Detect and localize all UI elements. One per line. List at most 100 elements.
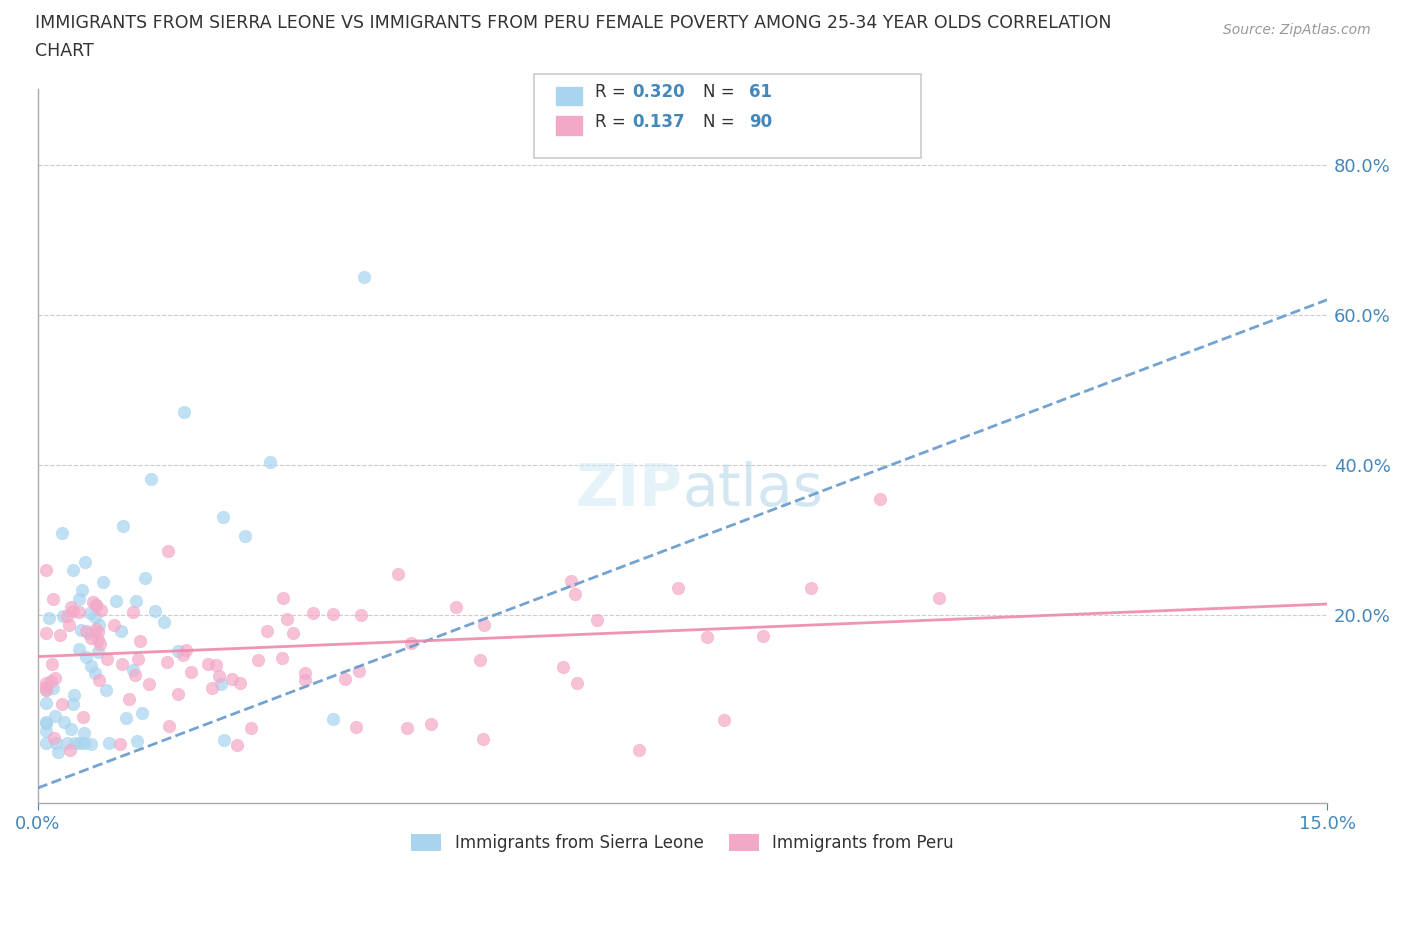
Point [156,544,179,559]
Point [131,705,153,720]
Point [39,673,62,688]
Point [112,519,135,534]
Point [628,743,651,758]
Point [104,593,127,608]
Point [122,604,145,619]
Point [347,663,370,678]
Point [38,610,60,625]
Point [167,686,190,701]
Point [212,510,235,525]
Point [53,714,76,729]
Point [86,644,108,659]
Point [73,736,96,751]
Point [60,600,83,615]
Point [41,657,63,671]
Point [62,563,84,578]
Text: N =: N = [703,113,740,131]
Point [129,633,152,648]
Point [111,657,134,671]
Point [134,571,156,586]
Point [869,491,891,506]
Point [69,735,91,750]
Point [212,733,235,748]
Point [63,736,86,751]
Point [90,603,112,618]
Point [118,691,141,706]
Point [247,652,270,667]
Point [333,671,356,686]
Point [283,626,305,641]
Point [172,647,194,662]
Point [444,599,467,614]
Point [122,663,145,678]
Point [420,717,443,732]
Point [35,676,58,691]
Text: IMMIGRANTS FROM SIERRA LEONE VS IMMIGRANTS FROM PERU FEMALE POVERTY AMONG 25-34 : IMMIGRANTS FROM SIERRA LEONE VS IMMIGRAN… [35,14,1112,32]
Point [322,711,344,726]
Point [59,742,82,757]
Point [35,724,58,738]
Point [51,525,73,540]
Point [84,621,107,636]
Point [564,587,586,602]
Point [76,650,98,665]
Point [294,672,316,687]
Point [205,658,228,672]
Point [35,626,58,641]
Point [294,665,316,680]
Point [49,628,72,643]
Text: CHART: CHART [35,42,94,60]
Point [67,604,90,619]
Text: atlas: atlas [682,460,824,518]
Point [73,725,96,740]
Point [82,594,104,609]
Point [56,608,79,623]
Point [75,624,97,639]
Point [56,736,79,751]
Point [344,720,367,735]
Point [713,713,735,728]
Point [35,563,58,578]
Point [77,626,100,641]
Text: 90: 90 [749,113,772,131]
Point [103,618,125,632]
Point [228,675,250,690]
Point [67,591,90,606]
Point [35,696,58,711]
Point [69,623,91,638]
Point [387,567,409,582]
Point [139,472,162,486]
Point [201,681,224,696]
Point [79,605,101,620]
Point [96,683,118,698]
Point [35,683,58,698]
Text: N =: N = [703,83,740,101]
Point [301,605,323,620]
Point [35,715,58,730]
Point [174,643,197,658]
Point [97,736,120,751]
Point [89,618,111,632]
Point [110,623,132,638]
Point [84,666,107,681]
Point [62,697,84,711]
Point [167,644,190,658]
Point [35,736,58,751]
Point [46,744,69,759]
Point [62,604,84,618]
Point [226,738,249,753]
Point [197,657,219,671]
Point [586,612,609,627]
Point [221,671,243,686]
Point [45,736,67,751]
Point [560,574,582,589]
Point [89,636,111,651]
Point [35,714,58,729]
Point [271,591,294,605]
Point [114,711,136,725]
Point [44,671,66,685]
Point [96,652,118,667]
Point [72,582,94,597]
Point [472,618,495,632]
Point [233,528,256,543]
